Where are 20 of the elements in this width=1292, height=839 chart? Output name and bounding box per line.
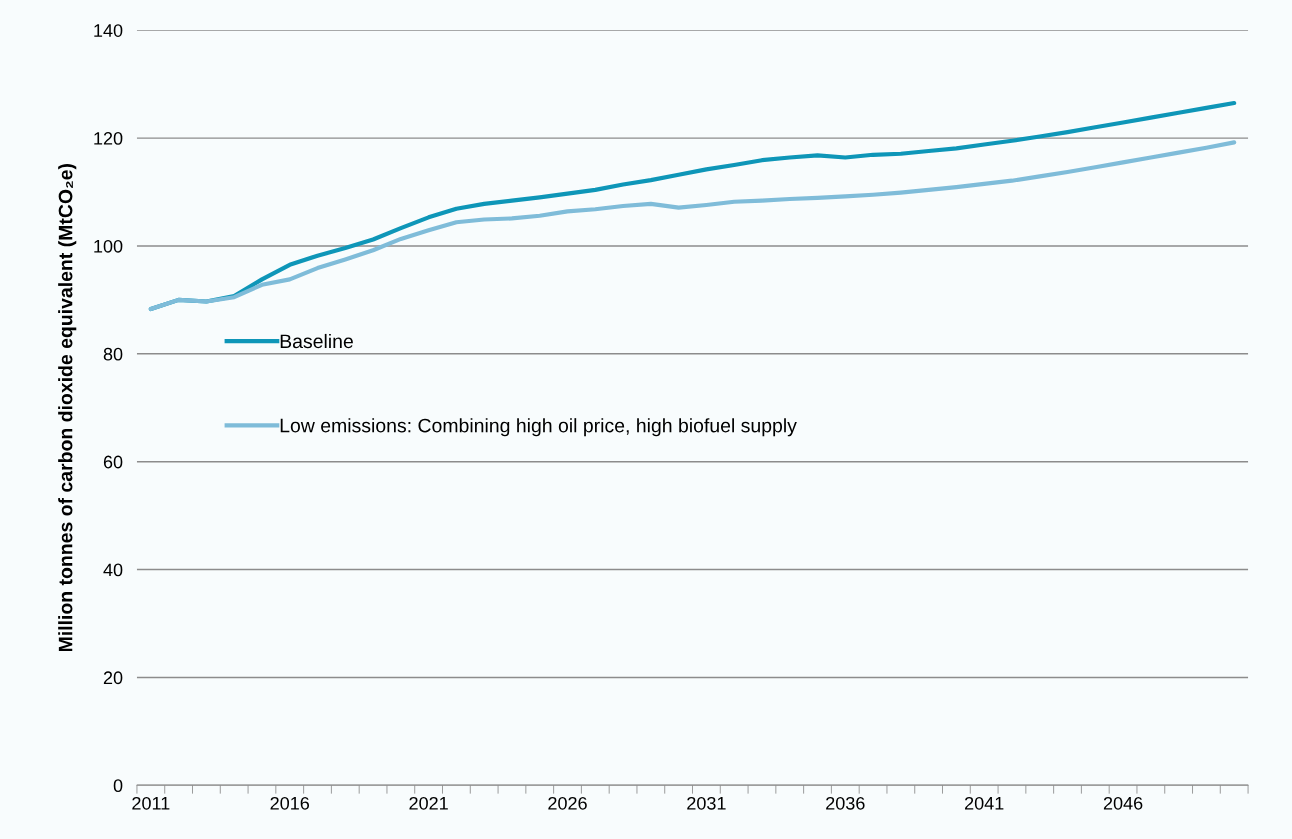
y-tick-label: 100: [94, 239, 123, 253]
y-tick-label: 80: [103, 347, 123, 361]
x-tick-label: 2036: [826, 796, 865, 810]
line-series: [148, 140, 1237, 312]
x-tick-label: 2041: [965, 796, 1004, 810]
x-tick-label: 2011: [132, 796, 170, 810]
y-tick-label: 60: [103, 455, 123, 469]
y-tick-label: 20: [103, 671, 123, 685]
y-tick-label: 120: [94, 132, 123, 145]
x-tick-label: 2031: [687, 796, 726, 810]
y-axis-title: Million tonnes of carbon dioxide equivalent (MtCO₂e): [58, 164, 77, 652]
legend-label: Low emissions: Combining high oil price, high biofuel supply: [280, 418, 797, 437]
y-tick-label: 40: [103, 563, 123, 577]
y-tick-label: 140: [94, 24, 123, 37]
x-tick-label: 2026: [548, 796, 587, 810]
x-tick-label: 2016: [270, 796, 310, 810]
y-tick-label: 0: [113, 779, 123, 793]
x-tick-label: 2046: [1103, 796, 1143, 810]
legend-label: Baseline: [280, 333, 353, 349]
x-tick-label: 2021: [409, 796, 448, 810]
